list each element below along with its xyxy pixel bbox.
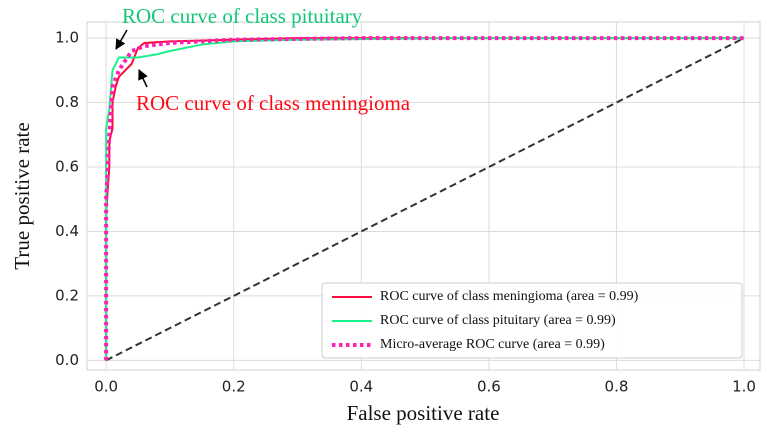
annotation: ROC curve of class meningioma [136,91,411,115]
x-tick-label: 0.8 [605,378,629,396]
plot-frame [86,21,761,371]
x-tick-label: 0.0 [94,378,118,396]
annotation: ROC curve of class pituitary [122,4,363,28]
roc-line [105,37,745,361]
y-axis-label: True positive rate [10,122,34,269]
y-tick-label: 0.4 [55,222,79,240]
y-tick-label: 1.0 [55,29,79,47]
y-tick-label: 0.0 [55,351,79,369]
annotation-arrow [138,69,148,88]
legend-label: ROC curve of class pituitary (area = 0.9… [380,313,616,328]
legend-label: ROC curve of class meningioma (area = 0.… [380,289,639,304]
x-tick-label: 0.6 [477,378,501,396]
annotation-arrow [115,29,128,50]
x-axis-label: False positive rate [347,401,500,425]
legend-label: Micro-average ROC curve (area = 0.99) [380,337,605,352]
y-tick-label: 0.8 [55,93,79,111]
roc-line [104,36,745,361]
x-tick-label: 1.0 [732,378,756,396]
reference-line [105,37,745,362]
x-tick-label: 0.4 [349,378,373,396]
y-tick-label: 0.6 [55,158,79,176]
y-tick-label: 0.2 [55,286,79,304]
x-tick-label: 0.2 [222,378,246,396]
legend-box [321,282,743,359]
